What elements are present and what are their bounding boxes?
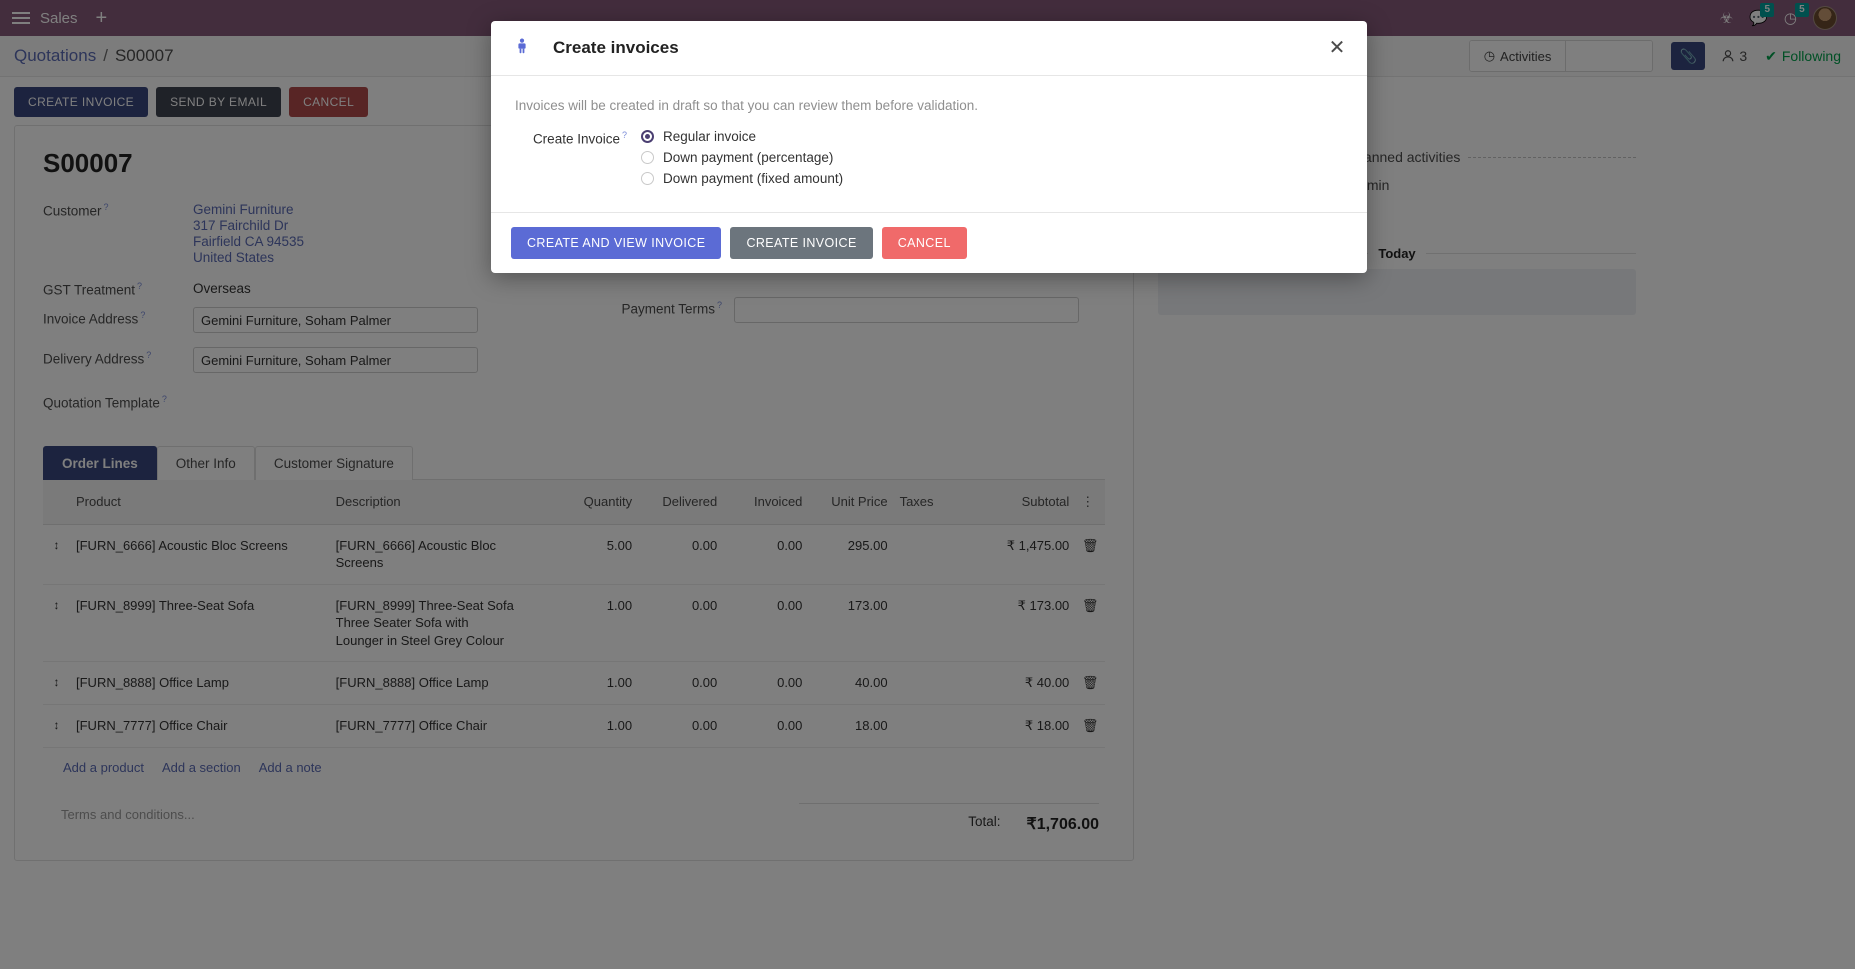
dialog-body: Invoices will be created in draft so tha… [491,76,1367,212]
create-invoice-label: Create Invoice? [513,129,641,147]
label-text: Create Invoice [532,131,620,147]
dialog-title: Create invoices [553,38,679,57]
radio-down-payment-fixed[interactable]: Down payment (fixed amount) [641,171,843,186]
create-and-view-invoice-button[interactable]: CREATE AND VIEW INVOICE [511,227,722,259]
create-invoice-radio-group: Regular invoice Down payment (percentage… [641,129,843,186]
radio-down-payment-percentage[interactable]: Down payment (percentage) [641,150,843,165]
radio-regular-invoice[interactable]: Regular invoice [641,129,843,144]
close-icon[interactable]: ✕ [1328,37,1346,59]
radio-label: Down payment (fixed amount) [663,171,844,186]
dialog-header: Create invoices ✕ [491,21,1367,76]
radio-indicator[interactable] [641,130,654,143]
create-invoice-field: Create Invoice? Regular invoice Down pay… [513,129,1345,186]
create-invoice-dialog-button[interactable]: CREATE INVOICE [730,227,873,259]
help-marker[interactable]: ? [621,130,627,140]
radio-label: Down payment (percentage) [663,150,834,165]
create-invoices-dialog: Create invoices ✕ Invoices will be creat… [491,21,1367,273]
dialog-footer: CREATE AND VIEW INVOICE CREATE INVOICE C… [491,212,1367,273]
create-invoice-icon [513,38,531,58]
radio-indicator[interactable] [641,151,654,164]
person-pin-glyph [518,38,526,54]
dialog-hint-text: Invoices will be created in draft so tha… [515,98,978,113]
radio-indicator[interactable] [641,172,654,185]
radio-label: Regular invoice [663,129,757,144]
cancel-dialog-button[interactable]: CANCEL [881,227,967,259]
